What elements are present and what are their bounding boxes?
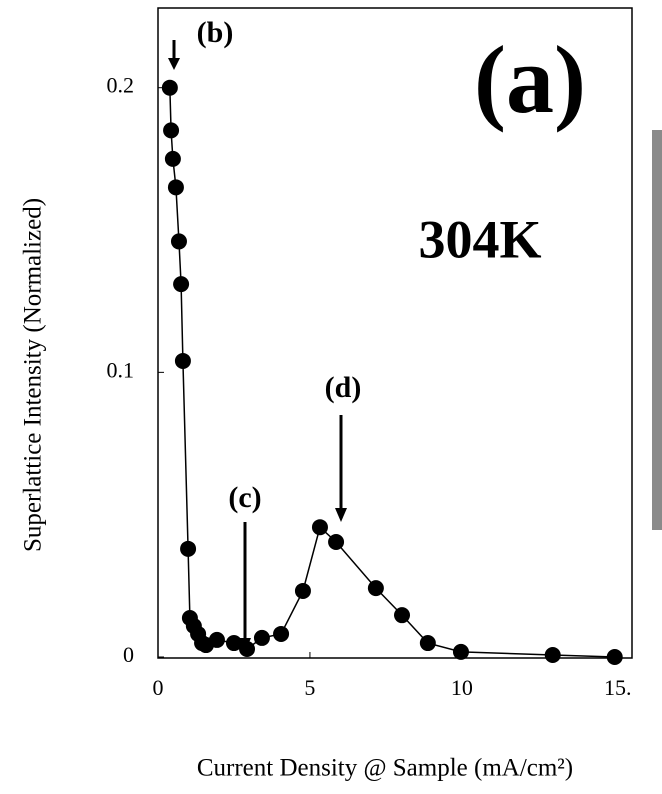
data-point	[394, 607, 411, 624]
x-tick-label: 15.	[604, 675, 632, 700]
y-tick-label: 0.1	[107, 357, 135, 382]
annotation: (c)	[228, 481, 261, 514]
data-point	[328, 534, 345, 551]
annotation: (a)	[474, 26, 586, 133]
data-point	[311, 519, 328, 536]
data-point	[253, 629, 270, 646]
data-point	[294, 582, 311, 599]
x-tick-label: 5	[304, 675, 315, 700]
annotation: (d)	[325, 371, 362, 404]
annotation: 304K	[418, 209, 541, 269]
side-image-strip	[652, 130, 662, 530]
data-point	[163, 122, 180, 139]
data-point	[174, 352, 191, 369]
data-point	[273, 625, 290, 642]
data-line	[169, 87, 615, 658]
x-axis-label: Current Density @ Sample (mA/cm²)	[197, 755, 573, 782]
data-point	[208, 631, 225, 648]
data-point	[167, 179, 184, 196]
data-point	[544, 647, 561, 664]
data-point	[173, 276, 190, 293]
data-point	[606, 649, 623, 665]
data-point	[170, 233, 187, 250]
data-point	[161, 79, 178, 96]
data-point	[452, 643, 469, 660]
y-axis-label: Superlattice Intensity (Normalized)	[20, 198, 47, 552]
data-point	[367, 580, 384, 597]
x-tick-label: 10	[451, 675, 473, 700]
data-point	[419, 635, 436, 652]
data-point	[180, 540, 197, 557]
data-point	[164, 150, 181, 167]
data-point	[239, 641, 256, 658]
y-tick-label: 0	[123, 642, 134, 667]
x-tick-label: 0	[153, 675, 164, 700]
arrows	[168, 40, 347, 652]
y-tick-label: 0.2	[107, 73, 135, 98]
data-point	[225, 635, 242, 652]
plot-frame	[157, 7, 633, 659]
annotation: (b)	[197, 16, 234, 49]
